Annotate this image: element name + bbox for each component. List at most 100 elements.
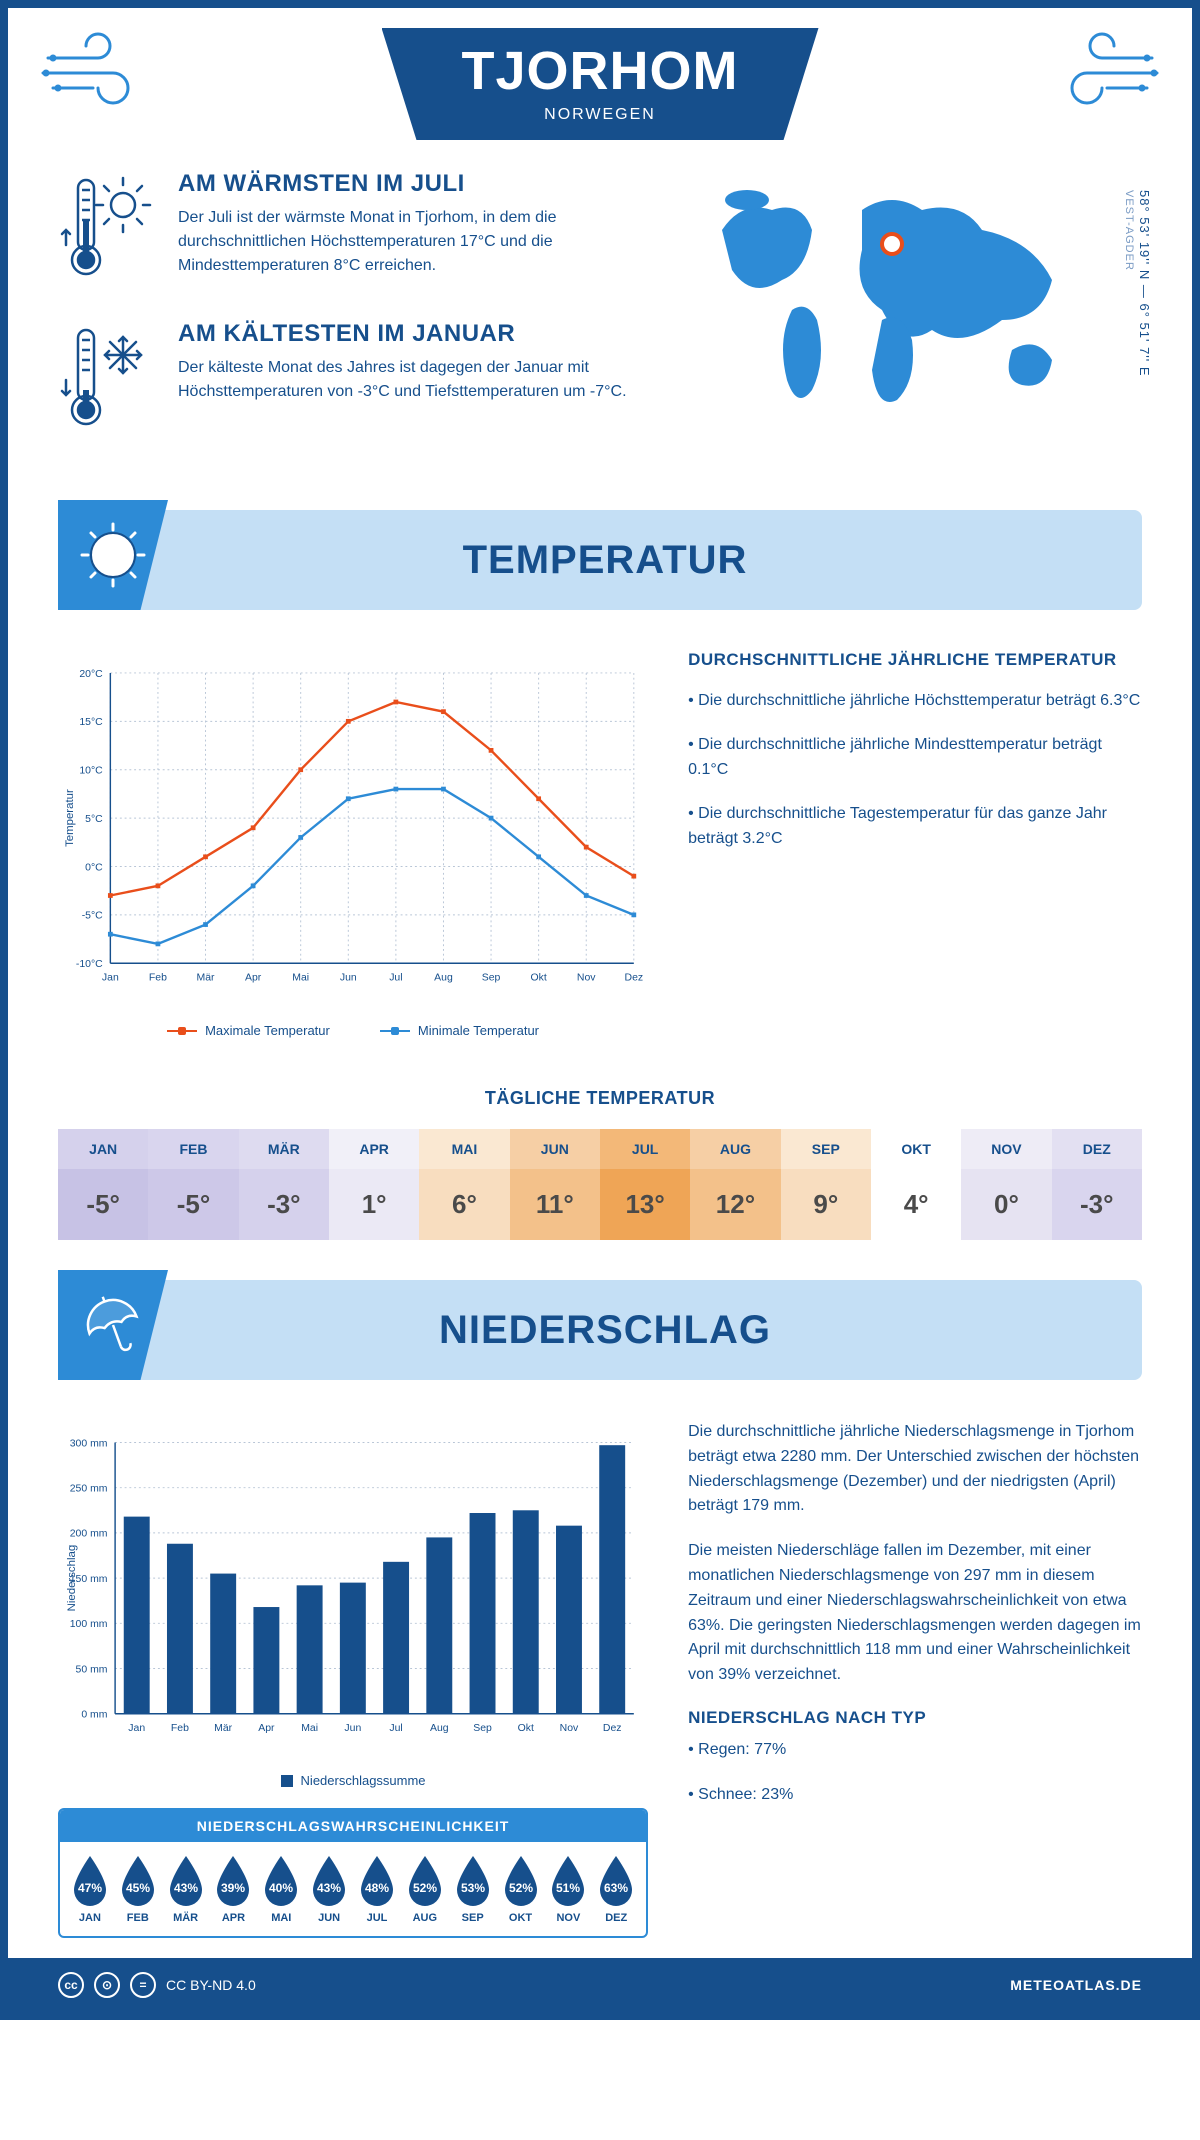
svg-text:Mai: Mai: [301, 1723, 318, 1734]
daily-temp: 11°: [510, 1169, 600, 1240]
thermometer-snow-icon: [58, 320, 158, 440]
drop-icon: 40%: [260, 1854, 302, 1906]
daily-cell: APR 1°: [329, 1129, 419, 1240]
prob-month: JUL: [355, 1912, 399, 1924]
daily-month: JUL: [600, 1129, 690, 1169]
legend-max-label: Maximale Temperatur: [205, 1023, 330, 1038]
by-icon: ⊙: [94, 1972, 120, 1998]
daily-month: NOV: [961, 1129, 1051, 1169]
umbrella-icon-wrap: [58, 1270, 168, 1380]
legend-precip: Niederschlagssumme: [281, 1773, 426, 1788]
sun-icon: [78, 520, 148, 590]
precip-para1: Die durchschnittliche jährliche Niedersc…: [688, 1420, 1142, 1519]
drop-icon: 63%: [595, 1854, 637, 1906]
drop-icon: 43%: [165, 1854, 207, 1906]
precip-type-bullet: • Schnee: 23%: [688, 1783, 1142, 1808]
drop-icon: 48%: [356, 1854, 398, 1906]
svg-text:Aug: Aug: [434, 972, 453, 983]
precip-type-title: NIEDERSCHLAG NACH TYP: [688, 1708, 1142, 1728]
svg-text:5°C: 5°C: [85, 814, 103, 825]
temp-banner-title: TEMPERATUR: [168, 538, 1142, 583]
svg-text:-10°C: -10°C: [76, 959, 103, 970]
daily-month: MÄR: [239, 1129, 329, 1169]
svg-text:50 mm: 50 mm: [76, 1664, 108, 1675]
precip-type-bullet: • Regen: 77%: [688, 1738, 1142, 1763]
svg-text:Sep: Sep: [482, 972, 501, 983]
prob-month: FEB: [116, 1912, 160, 1924]
prob-cell: 45% FEB: [116, 1854, 160, 1924]
precip-left: 0 mm50 mm100 mm150 mm200 mm250 mm300 mmN…: [58, 1420, 648, 1938]
prob-cell: 43% JUN: [307, 1854, 351, 1924]
svg-text:Jul: Jul: [389, 972, 402, 983]
world-map-icon: [682, 170, 1102, 430]
drop-icon: 39%: [212, 1854, 254, 1906]
precip-bar-chart: 0 mm50 mm100 mm150 mm200 mm250 mm300 mmN…: [58, 1420, 648, 1760]
precip-banner: NIEDERSCHLAG: [58, 1280, 1142, 1380]
svg-text:Jul: Jul: [389, 1723, 402, 1734]
temp-side-title: DURCHSCHNITTLICHE JÄHRLICHE TEMPERATUR: [688, 650, 1142, 670]
temp-bullet: • Die durchschnittliche jährliche Höchst…: [688, 688, 1142, 714]
prob-month: MAI: [259, 1912, 303, 1924]
svg-text:Nov: Nov: [560, 1723, 579, 1734]
svg-text:40%: 40%: [269, 1881, 293, 1895]
prob-month: AUG: [403, 1912, 447, 1924]
svg-text:20°C: 20°C: [79, 669, 103, 680]
svg-text:200 mm: 200 mm: [70, 1529, 108, 1540]
temp-chart-area: -10°C-5°C0°C5°C10°C15°C20°CJanFebMärAprM…: [58, 650, 648, 1038]
region-text: VEST-AGDER: [1123, 190, 1135, 271]
daily-temp-table: JAN -5°FEB -5°MÄR -3°APR 1°MAI 6°JUN 11°…: [58, 1129, 1142, 1240]
temp-bullet: • Die durchschnittliche jährliche Mindes…: [688, 732, 1142, 783]
legend-max: Maximale Temperatur: [167, 1023, 330, 1038]
precip-legend: Niederschlagssumme: [58, 1773, 648, 1788]
svg-text:52%: 52%: [413, 1881, 437, 1895]
prob-month: MÄR: [164, 1912, 208, 1924]
legend-min: Minimale Temperatur: [380, 1023, 539, 1038]
svg-text:Jan: Jan: [128, 1723, 145, 1734]
svg-text:Dez: Dez: [603, 1723, 622, 1734]
drop-icon: 43%: [308, 1854, 350, 1906]
map-marker: [880, 232, 904, 256]
daily-month: SEP: [781, 1129, 871, 1169]
svg-text:Niederschlag: Niederschlag: [66, 1545, 78, 1612]
svg-text:250 mm: 250 mm: [70, 1483, 108, 1494]
daily-title: TÄGLICHE TEMPERATUR: [8, 1088, 1192, 1109]
daily-month: APR: [329, 1129, 419, 1169]
daily-cell: AUG 12°: [690, 1129, 780, 1240]
header: TJORHOM NORWEGEN: [8, 8, 1192, 140]
svg-text:43%: 43%: [317, 1881, 341, 1895]
prob-month: SEP: [451, 1912, 495, 1924]
svg-text:39%: 39%: [221, 1881, 245, 1895]
daily-cell: JUN 11°: [510, 1129, 600, 1240]
svg-text:47%: 47%: [78, 1881, 102, 1895]
prob-title: NIEDERSCHLAGSWAHRSCHEINLICHKEIT: [60, 1810, 646, 1842]
daily-cell: FEB -5°: [148, 1129, 238, 1240]
footer-license: cc ⊙ = CC BY-ND 4.0: [58, 1972, 256, 1998]
svg-text:0 mm: 0 mm: [81, 1710, 107, 1721]
prob-cell: 47% JAN: [68, 1854, 112, 1924]
svg-text:Okt: Okt: [531, 972, 547, 983]
daily-temp: 12°: [690, 1169, 780, 1240]
prob-cell: 52% AUG: [403, 1854, 447, 1924]
svg-text:51%: 51%: [556, 1881, 580, 1895]
prob-month: OKT: [499, 1912, 543, 1924]
coordinates: 58° 53' 19'' N — 6° 51' 7'' E VEST-AGDER: [1122, 190, 1152, 377]
daily-cell: JAN -5°: [58, 1129, 148, 1240]
daily-temp: 6°: [419, 1169, 509, 1240]
svg-text:15°C: 15°C: [79, 717, 103, 728]
daily-temp: -3°: [239, 1169, 329, 1240]
svg-text:Apr: Apr: [245, 972, 262, 983]
daily-month: JAN: [58, 1129, 148, 1169]
drop-icon: 45%: [117, 1854, 159, 1906]
prob-cell: 40% MAI: [259, 1854, 303, 1924]
daily-cell: NOV 0°: [961, 1129, 1051, 1240]
page-title: TJORHOM: [462, 40, 739, 102]
daily-month: AUG: [690, 1129, 780, 1169]
map-container: 58° 53' 19'' N — 6° 51' 7'' E VEST-AGDER: [682, 170, 1142, 470]
svg-text:45%: 45%: [126, 1881, 150, 1895]
daily-temp: 0°: [961, 1169, 1051, 1240]
prob-month: NOV: [546, 1912, 590, 1924]
svg-text:Jun: Jun: [344, 1723, 361, 1734]
svg-text:Dez: Dez: [625, 972, 644, 983]
daily-cell: OKT 4°: [871, 1129, 961, 1240]
prob-box: NIEDERSCHLAGSWAHRSCHEINLICHKEIT 47% JAN …: [58, 1808, 648, 1938]
